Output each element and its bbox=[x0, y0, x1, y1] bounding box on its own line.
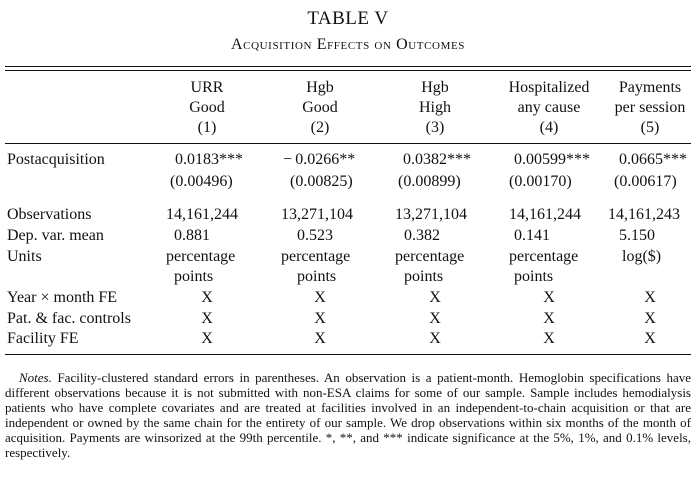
obs-1: 14,161,244 bbox=[166, 206, 238, 223]
col-header-2-line1: Hgb bbox=[306, 79, 334, 96]
se-3: (0.00899) bbox=[398, 173, 461, 190]
col-header-3-num: (3) bbox=[425, 119, 445, 136]
units-4-line2: points bbox=[514, 268, 554, 285]
depvar-4: 0.141 bbox=[514, 227, 550, 244]
units-2-line2: points bbox=[297, 268, 337, 285]
notes-lead: Notes. bbox=[19, 370, 52, 385]
col-header-5-line2: per session bbox=[614, 99, 686, 116]
depvar-5: 5.150 bbox=[619, 227, 655, 244]
fe2-1: X bbox=[201, 310, 213, 327]
fe3-1: X bbox=[201, 330, 213, 347]
row-label-year-month-fe: Year × month FE bbox=[7, 289, 118, 306]
col-header-3-line2: High bbox=[419, 99, 451, 116]
fe1-3: X bbox=[429, 289, 441, 306]
row-label-observations: Observations bbox=[7, 206, 92, 223]
col-header-3-line1: Hgb bbox=[421, 79, 449, 96]
fe1-4: X bbox=[543, 289, 555, 306]
col-header-5-line1: Payments bbox=[618, 79, 682, 96]
row-label-depvar: Dep. var. mean bbox=[7, 227, 104, 244]
fe2-2: X bbox=[314, 310, 326, 327]
fe3-4: X bbox=[543, 330, 555, 347]
units-2-line1: percentage bbox=[281, 248, 351, 265]
coef-2: − 0.0266** bbox=[283, 151, 356, 168]
fe2-5: X bbox=[644, 310, 656, 327]
row-label-controls: Pat. & fac. controls bbox=[7, 310, 131, 327]
fe1-1: X bbox=[201, 289, 213, 306]
top-rule-2 bbox=[5, 70, 691, 71]
fe3-5: X bbox=[644, 330, 656, 347]
units-1-line1: percentage bbox=[166, 248, 236, 265]
obs-2: 13,271,104 bbox=[281, 206, 353, 223]
depvar-3: 0.382 bbox=[404, 227, 440, 244]
col-header-1-line1: URR bbox=[190, 79, 224, 96]
header-rule bbox=[5, 143, 691, 144]
depvar-1: 0.881 bbox=[174, 227, 210, 244]
coef-3: 0.0382*** bbox=[403, 151, 471, 168]
col-header-5-num: (5) bbox=[640, 119, 660, 136]
notes-text: Facility-clustered standard errors in pa… bbox=[5, 370, 692, 460]
table-title: TABLE V bbox=[307, 8, 389, 29]
fe1-5: X bbox=[644, 289, 656, 306]
units-5-line1: log($) bbox=[622, 248, 662, 265]
se-2: (0.00825) bbox=[290, 173, 353, 190]
row-label-facility-fe: Facility FE bbox=[7, 330, 79, 347]
fe3-2: X bbox=[314, 330, 326, 347]
obs-4: 14,161,244 bbox=[509, 206, 581, 223]
coef-5: 0.0665*** bbox=[619, 151, 687, 168]
se-1: (0.00496) bbox=[170, 173, 233, 190]
col-header-2-line2: Good bbox=[302, 99, 338, 116]
row-label-units: Units bbox=[7, 248, 42, 265]
bottom-rule bbox=[5, 354, 691, 355]
fe2-3: X bbox=[429, 310, 441, 327]
units-3-line1: percentage bbox=[395, 248, 465, 265]
col-header-4-num: (4) bbox=[539, 119, 559, 136]
units-3-line2: points bbox=[404, 268, 444, 285]
top-rule-1 bbox=[5, 66, 691, 67]
obs-3: 13,271,104 bbox=[395, 206, 467, 223]
table-notes: Notes. Facility-clustered standard error… bbox=[5, 370, 691, 460]
row-label-postacquisition: Postacquisition bbox=[7, 151, 105, 168]
units-4-line1: percentage bbox=[509, 248, 579, 265]
col-header-2-num: (2) bbox=[310, 119, 330, 136]
depvar-2: 0.523 bbox=[297, 227, 333, 244]
se-5: (0.00617) bbox=[614, 173, 677, 190]
coef-4: 0.00599*** bbox=[514, 151, 590, 168]
table-subtitle: Acquisition Effects on Outcomes bbox=[231, 36, 465, 53]
col-header-4-line1: Hospitalized bbox=[508, 79, 590, 96]
col-header-1-num: (1) bbox=[197, 119, 217, 136]
coef-1: 0.0183*** bbox=[175, 151, 243, 168]
col-header-4-line2: any cause bbox=[517, 99, 581, 116]
obs-5: 14,161,243 bbox=[608, 206, 680, 223]
fe2-4: X bbox=[543, 310, 555, 327]
units-1-line2: points bbox=[174, 268, 214, 285]
fe1-2: X bbox=[314, 289, 326, 306]
se-4: (0.00170) bbox=[509, 173, 572, 190]
col-header-1-line2: Good bbox=[189, 99, 225, 116]
fe3-3: X bbox=[429, 330, 441, 347]
